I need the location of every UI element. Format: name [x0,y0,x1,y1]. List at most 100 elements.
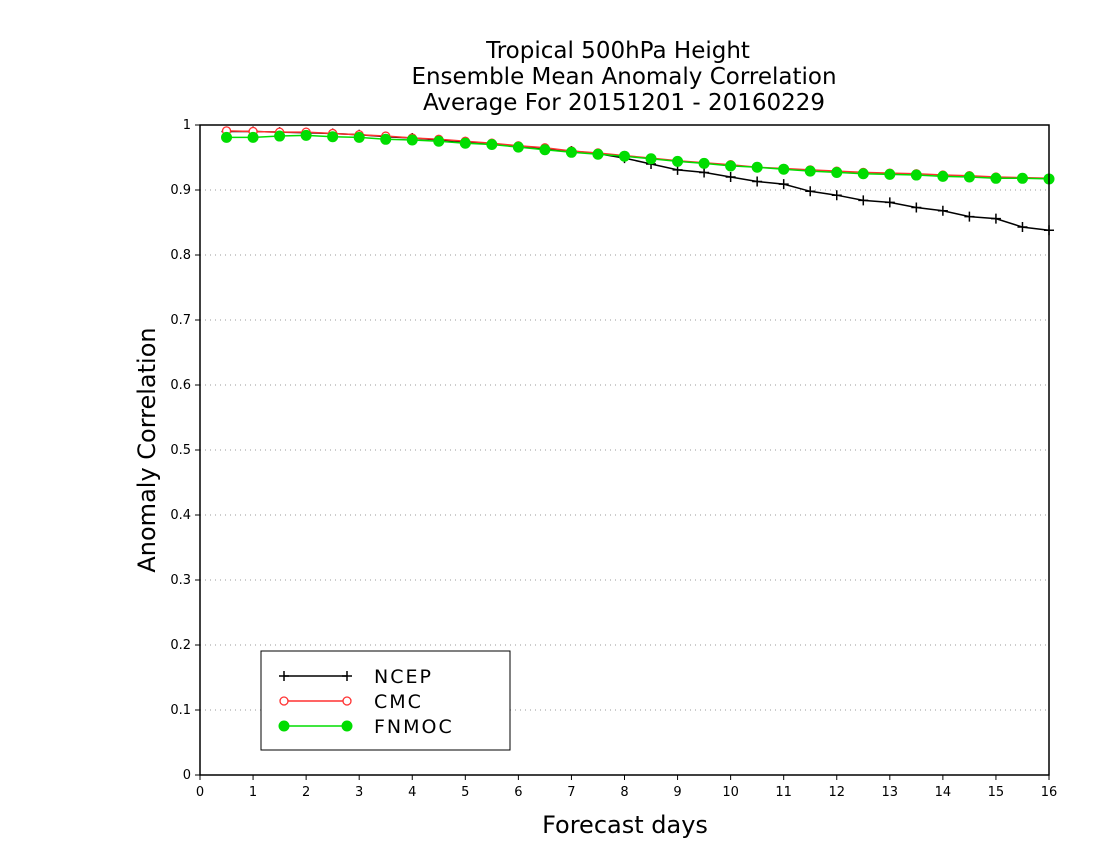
series-line-ncep [226,130,1050,232]
series-cmc [221,126,1054,183]
x-tick-label: 13 [882,785,899,800]
filled-circle-marker [910,169,922,181]
y-tick-label: 1 [183,118,191,133]
filled-circle-marker [539,144,551,156]
plus-marker [805,186,816,197]
y-axis-title: Anomaly Correlation [133,327,161,572]
x-tick-label: 5 [461,785,469,800]
plus-marker [1017,222,1028,233]
x-tick-label: 10 [722,785,739,800]
x-tick-label: 16 [1041,785,1058,800]
filled-circle-marker [353,131,365,143]
legend-item-cmc: CMC [279,691,423,713]
filled-circle-marker [512,141,524,153]
y-tick-label: 0 [183,768,191,783]
y-tick-label: 0.7 [170,313,191,328]
plus-marker [342,671,352,681]
filled-circle-marker [963,171,975,183]
plus-marker [964,211,975,222]
plus-marker [911,202,922,213]
filled-circle-marker [725,160,737,172]
x-axis-ticks: 0 1 2 3 4 5 6 7 8 9 10 11 12 13 14 15 16 [196,775,1057,800]
filled-circle-marker [778,163,790,175]
title-line-1: Tropical 500hPa Height [485,38,750,64]
y-tick-label: 0.5 [170,443,191,458]
x-tick-label: 0 [196,785,204,800]
filled-circle-marker [645,153,657,165]
open-circle-marker [279,696,289,706]
filled-circle-marker [327,131,339,143]
series-lines [221,126,1055,236]
filled-circle-marker [698,157,710,169]
filled-circle-marker [672,155,684,167]
x-tick-label: 3 [355,785,363,800]
plus-marker [752,176,763,187]
legend-item-ncep: NCEP [279,666,433,688]
filled-circle-marker [831,166,843,178]
plus-marker [279,671,289,681]
plus-marker [831,190,842,201]
filled-circle-marker [751,161,763,173]
x-tick-label: 6 [514,785,522,800]
filled-circle-marker [565,146,577,158]
y-tick-label: 0.9 [170,183,191,198]
filled-circle-marker [937,170,949,182]
legend-item-fnmoc: FNMOC [278,716,454,738]
x-tick-label: 12 [828,785,845,800]
x-tick-label: 14 [935,785,952,800]
filled-circle-marker [247,131,259,143]
legend-label: NCEP [374,666,433,688]
x-tick-label: 4 [408,785,416,800]
plus-marker [990,213,1001,224]
legend: NCEP CMC FNMOC [260,650,511,751]
legend-label: FNMOC [374,716,454,738]
series-ncep [221,126,1054,236]
filled-circle-marker [592,148,604,160]
plus-marker [778,179,789,190]
chart-title: Tropical 500hPa Height Ensemble Mean Ano… [411,38,836,116]
filled-circle-marker [486,139,498,150]
x-tick-label: 9 [673,785,681,800]
series-line-fnmoc [226,134,1050,180]
plus-marker [699,167,710,178]
plus-marker [937,205,948,216]
y-tick-label: 0.8 [170,248,191,263]
filled-circle-marker [884,168,896,180]
y-tick-label: 0.2 [170,638,191,653]
filled-circle-marker [990,172,1002,184]
filled-circle-marker [619,150,630,162]
x-tick-label: 15 [988,785,1005,800]
plus-marker [858,195,869,206]
filled-circle-marker [300,129,312,141]
y-tick-label: 0.3 [170,573,191,588]
plus-marker [884,197,895,208]
x-tick-label: 1 [249,785,257,800]
y-tick-label: 0.1 [170,703,191,718]
legend-label: CMC [374,691,423,713]
y-tick-label: 0.6 [170,378,191,393]
filled-circle-marker [274,130,286,142]
title-line-2: Ensemble Mean Anomaly Correlation [411,64,836,90]
filled-circle-marker [278,720,290,732]
filled-circle-marker [857,168,869,180]
x-tick-label: 11 [775,785,792,800]
series-fnmoc [221,129,1055,185]
filled-circle-marker [341,720,353,732]
filled-circle-marker [1016,172,1028,184]
series-line-cmc [226,130,1050,180]
filled-circle-marker [221,131,233,143]
filled-circle-marker [380,133,392,145]
filled-circle-marker [406,134,418,146]
open-circle-marker [342,696,352,706]
filled-circle-marker [433,135,445,147]
x-axis-title: Forecast days [542,811,708,839]
x-tick-label: 8 [620,785,628,800]
title-line-3: Average For 20151201 - 20160229 [423,90,825,116]
x-tick-label: 2 [302,785,310,800]
x-tick-label: 7 [567,785,575,800]
plus-marker [725,172,736,182]
filled-circle-marker [804,165,816,177]
filled-circle-marker [459,137,471,149]
